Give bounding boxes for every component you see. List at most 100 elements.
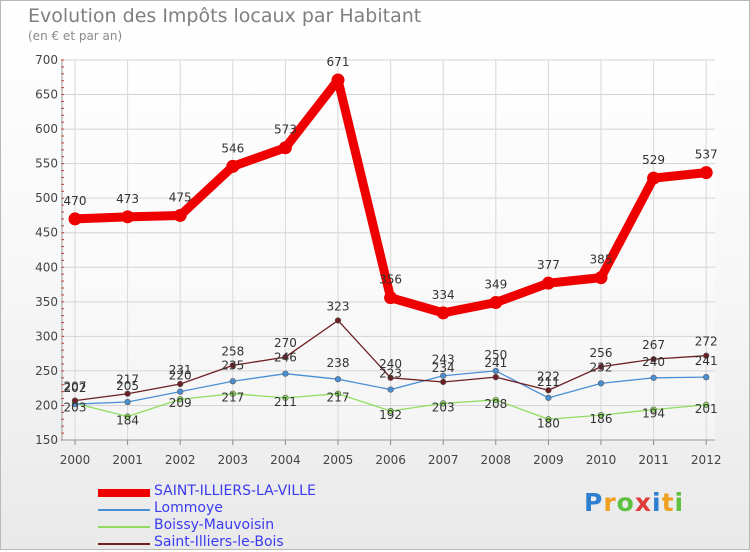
data-label-3-7: 234	[432, 361, 455, 375]
data-label-1-11: 240	[642, 355, 665, 369]
point-0-4	[278, 141, 292, 155]
data-label-2-7: 203	[432, 400, 455, 414]
point-3-5	[334, 317, 342, 324]
data-label-0-5: 671	[327, 55, 350, 69]
point-3-3	[229, 362, 236, 369]
point-2-12	[703, 401, 710, 408]
x-tick-label: 2007	[428, 453, 459, 467]
x-tick-label: 2002	[165, 453, 196, 467]
logo-letter: i	[674, 488, 685, 517]
data-label-0-9: 377	[537, 258, 560, 272]
point-2-11	[650, 406, 657, 413]
legend-label: Boissy-Mauvoisin	[154, 517, 275, 533]
data-label-1-3: 235	[221, 358, 244, 372]
data-label-2-8: 208	[484, 397, 507, 411]
y-tick-label: 400	[35, 260, 58, 274]
data-label-2-0: 203	[64, 400, 87, 414]
point-3-6	[387, 374, 394, 381]
x-tick-label: 2011	[638, 453, 669, 467]
point-0-12	[699, 166, 713, 180]
point-2-1	[124, 413, 131, 420]
x-tick-label: 2001	[112, 453, 143, 467]
data-label-0-0: 470	[64, 194, 87, 208]
data-label-1-1: 205	[116, 379, 139, 393]
data-label-3-2: 231	[169, 363, 192, 377]
point-1-2	[177, 388, 184, 395]
data-label-2-2: 209	[169, 396, 192, 410]
data-label-0-1: 473	[116, 192, 139, 206]
point-2-2	[177, 396, 184, 403]
series-markers	[68, 73, 713, 423]
point-1-8	[492, 367, 499, 375]
y-tick-label: 700	[35, 53, 58, 67]
data-label-1-6: 223	[379, 367, 402, 381]
x-tick-label: 2000	[60, 453, 91, 467]
point-2-5	[334, 390, 342, 397]
y-tick-label: 500	[35, 191, 58, 205]
legend-label: SAINT-ILLIERS-LA-VILLE	[154, 483, 316, 499]
proxiti-logo: Proxiti	[584, 488, 684, 517]
point-3-12	[703, 352, 710, 359]
data-label-0-8: 349	[484, 278, 507, 292]
data-label-1-8: 250	[484, 348, 507, 362]
legend-swatch	[98, 489, 150, 497]
point-0-10	[594, 271, 608, 285]
legend-swatch	[98, 543, 150, 545]
point-2-8	[492, 396, 499, 404]
logo-letter: i	[652, 488, 662, 517]
x-tick-label: 2005	[323, 453, 354, 467]
data-label-0-10: 385	[590, 253, 613, 267]
point-1-3	[229, 378, 236, 385]
logo-letter: o	[616, 488, 635, 517]
data-label-0-2: 475	[169, 190, 192, 204]
data-labels: 203 184 209 217 211 217 192 203 208 180 186 194 201 2…	[64, 55, 718, 430]
data-label-2-3: 217	[221, 391, 244, 405]
y-tick-label: 150	[35, 433, 58, 447]
data-label-2-9: 180	[537, 416, 560, 430]
data-label-1-4: 246	[274, 351, 297, 365]
data-label-2-5: 217	[327, 391, 350, 405]
point-3-8	[492, 374, 499, 381]
point-2-4	[282, 394, 289, 401]
data-label-3-9: 222	[537, 369, 560, 383]
axes: 150 200 250 300 350 400 450 500 550 600 650 700 2000…	[35, 53, 721, 467]
x-tick-label: 2010	[586, 453, 617, 467]
data-label-0-11: 529	[642, 153, 665, 167]
data-label-3-0: 207	[64, 380, 87, 394]
point-2-10	[597, 412, 605, 419]
x-tick-label: 2004	[270, 453, 301, 467]
y-tick-label: 650	[35, 88, 58, 102]
data-label-3-3: 258	[221, 344, 244, 358]
x-tick-label: 2009	[533, 453, 564, 467]
point-3-4	[282, 353, 289, 361]
data-label-1-7: 243	[432, 353, 455, 367]
point-1-11	[650, 374, 657, 381]
point-2-9	[545, 416, 552, 423]
point-1-1	[124, 398, 131, 406]
logo-letter: x	[634, 488, 652, 517]
y-tick-label: 550	[35, 157, 58, 171]
x-tick-label: 2003	[218, 453, 249, 467]
y-tick-label: 350	[35, 295, 58, 309]
point-3-0	[71, 397, 79, 404]
data-label-1-5: 238	[327, 356, 350, 370]
point-3-7	[440, 378, 447, 386]
point-1-6	[387, 386, 394, 393]
point-2-6	[387, 407, 394, 415]
y-tick-label: 300	[35, 329, 58, 343]
data-label-1-10: 232	[590, 360, 613, 374]
data-label-0-12: 537	[695, 148, 718, 162]
point-0-9	[541, 276, 555, 290]
point-0-5	[331, 73, 345, 87]
y-tick-label: 200	[35, 398, 58, 412]
point-3-10	[597, 363, 605, 370]
data-label-3-11: 267	[642, 338, 665, 352]
data-label-2-6: 192	[379, 408, 402, 422]
point-0-1	[121, 210, 135, 224]
point-3-2	[177, 380, 184, 388]
data-label-2-4: 211	[274, 395, 297, 409]
x-tick-label: 2006	[375, 453, 406, 467]
point-1-7	[440, 372, 447, 379]
point-3-11	[650, 356, 657, 363]
